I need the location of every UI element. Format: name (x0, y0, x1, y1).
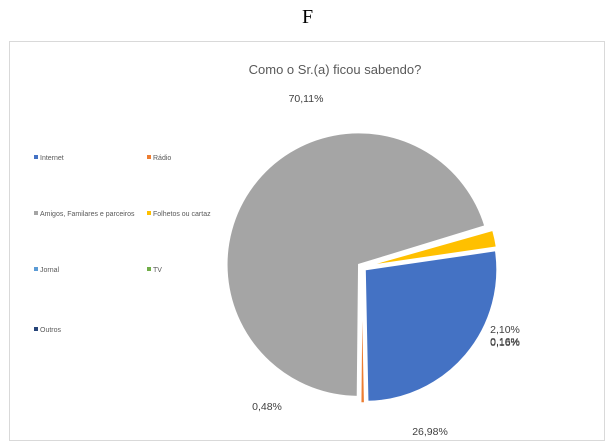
legend-label-outros: Outros (40, 327, 62, 334)
legend-label-tv: TV (153, 267, 162, 274)
legend-swatch-jornal (34, 267, 38, 271)
legend-swatch-folhetos-ou-cartaz (147, 211, 151, 215)
chart-title: Como o Sr.(a) ficou sabendo? (249, 62, 422, 77)
legend-swatch-internet (34, 155, 38, 159)
legend-label-amigos-familares-e-parceiros: Amigos, Familares e parceiros (40, 211, 135, 218)
legend-swatch-outros (34, 327, 38, 331)
legend-label-folhetos-ou-cartaz: Folhetos ou cartaz (153, 211, 211, 218)
pie-slice-folhetos-ou-cartaz (365, 229, 498, 267)
legend-label-radio: Rádio (153, 155, 171, 162)
data-label-internet: 26,98% (412, 426, 448, 438)
legend-item-tv: TV (147, 267, 162, 274)
legend-swatch-tv (147, 267, 151, 271)
pie-slice-radio (359, 270, 366, 404)
legend-item-outros: Outros (34, 327, 62, 334)
data-label-tv: 0,16% (490, 337, 520, 349)
legend-item-radio: Rádio (147, 155, 171, 162)
legend-label-internet: Internet (40, 155, 64, 162)
legend-swatch-radio (147, 155, 151, 159)
figure-letter: F (301, 6, 314, 28)
legend-label-jornal: Jornal (40, 267, 60, 274)
data-labels: 0,16%0,16%2,10%26,98%0,48%70,11% (252, 93, 520, 438)
data-label-jornal: 0,16% (490, 336, 520, 348)
pie-slices (226, 131, 498, 404)
legend-swatch-amigos-familares-e-parceiros (34, 211, 38, 215)
pie-slice-amigos-familares-e-parceiros (226, 131, 486, 398)
legend: Internet Rádio Amigos, Familares e parceir… (34, 155, 211, 334)
legend-item-folhetos-ou-cartaz: Folhetos ou cartaz (147, 211, 211, 218)
data-label-amigos-familares-e-parceiros: 70,11% (289, 93, 324, 105)
legend-item-amigos-familares-e-parceiros: Amigos, Familares e parceiros (34, 211, 135, 218)
pie-slice-internet (364, 249, 498, 403)
data-label-radio: 0,48% (252, 401, 282, 413)
legend-item-jornal: Jornal (34, 267, 60, 274)
legend-item-internet: Internet (34, 155, 64, 162)
data-label-folhetos-ou-cartaz: 2,10% (490, 324, 520, 336)
